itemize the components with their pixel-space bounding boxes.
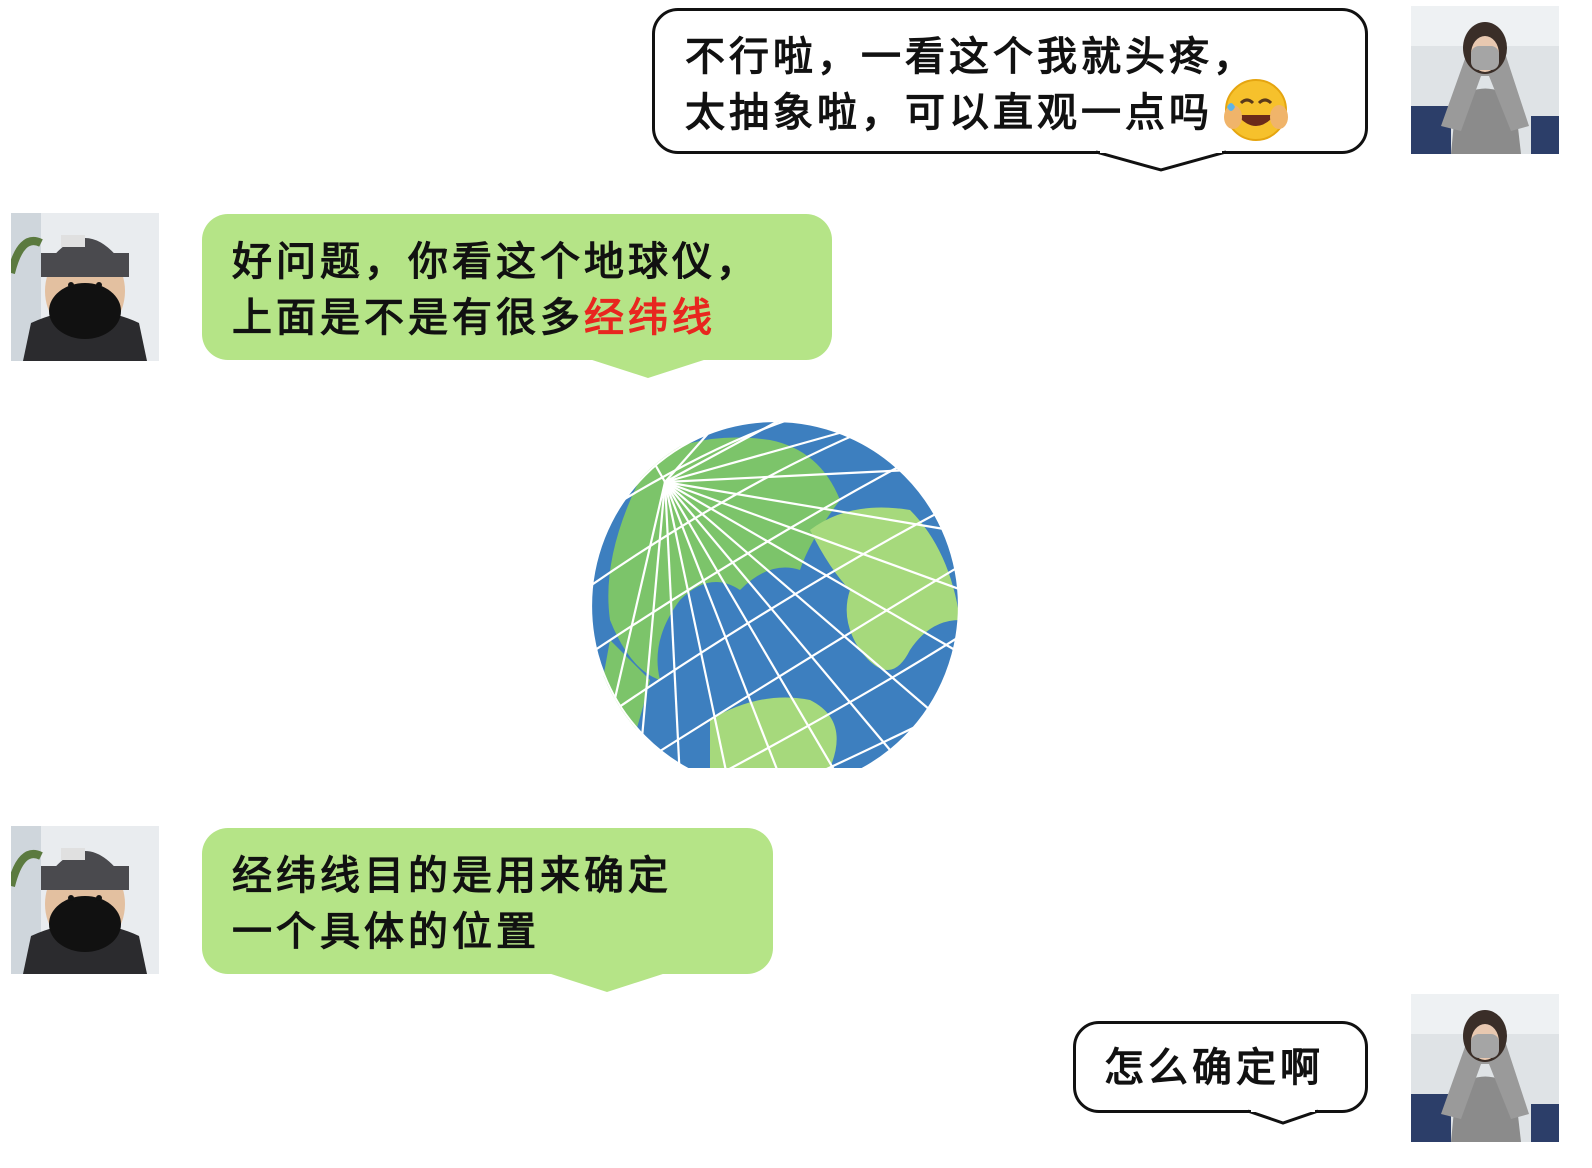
- message-line: 经纬线目的是用来确定: [232, 853, 672, 899]
- message-bubble-right: 不行啦，一看这个我就头疼， 太抽象啦，可以直观一点吗: [652, 8, 1368, 154]
- man-avatar-icon: [11, 826, 159, 974]
- bubble-tail: [1096, 150, 1226, 172]
- message-line: 上面是不是有很多经纬线: [232, 290, 832, 346]
- message-line: 怎么确定啊: [1104, 1045, 1324, 1091]
- message-bubble-right: 怎么确定啊: [1073, 1021, 1368, 1113]
- bubble-tail: [545, 972, 669, 992]
- highlight-text: 经纬线: [584, 295, 716, 341]
- man-avatar-icon: [11, 213, 159, 361]
- bubble-tail: [586, 358, 710, 378]
- avatar-left: [11, 826, 159, 974]
- avatar-left: [11, 213, 159, 361]
- avatar-right: [1411, 994, 1559, 1142]
- avatar-right: [1411, 6, 1559, 154]
- message-line: 太抽象啦，可以直观一点吗: [685, 79, 1365, 143]
- woman-avatar-icon: [1411, 6, 1559, 154]
- woman-avatar-icon: [1411, 994, 1559, 1142]
- message-text: 上面是不是有很多: [232, 295, 584, 341]
- bubble-tail: [1248, 1109, 1318, 1125]
- message-line: 好问题，你看这个地球仪，: [232, 239, 760, 285]
- message-text: 太抽象啦，可以直观一点吗: [685, 90, 1213, 136]
- message-bubble-left: 好问题，你看这个地球仪， 上面是不是有很多经纬线: [202, 214, 832, 360]
- face-with-tears-of-joy-icon: [1224, 79, 1288, 141]
- message-bubble-left: 经纬线目的是用来确定 一个具体的位置: [202, 828, 773, 974]
- globe-icon: [590, 420, 960, 768]
- message-line: 不行啦，一看这个我就头疼，: [685, 34, 1257, 80]
- message-line: 一个具体的位置: [232, 909, 540, 955]
